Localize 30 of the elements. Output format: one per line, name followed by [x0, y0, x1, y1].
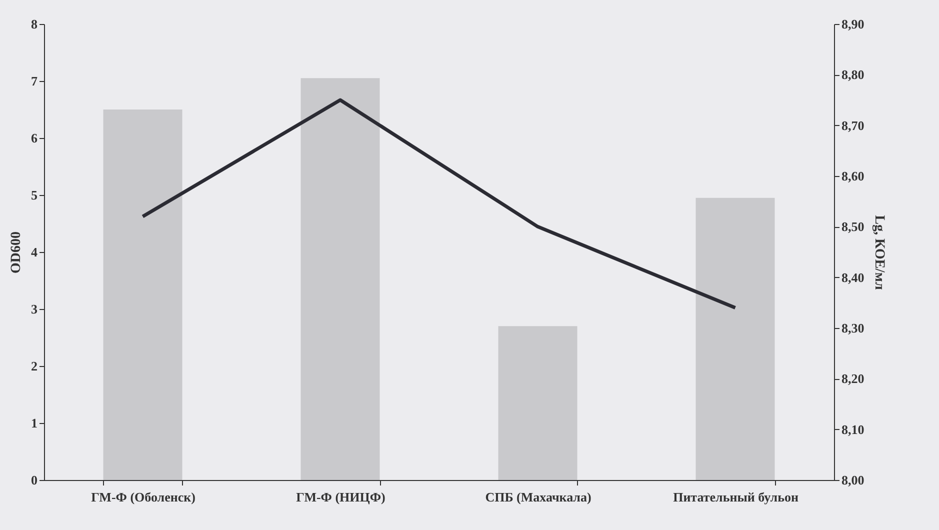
y2-tick-label: 8,20	[842, 371, 864, 386]
bar	[300, 78, 380, 480]
y2-tick-label: 8,00	[842, 472, 864, 488]
bar	[696, 198, 775, 480]
y-tick-label: 3	[31, 302, 38, 316]
y2-axis-title: Lg, КОЕ/мл	[871, 215, 886, 290]
y2-tick-label: 8,90	[842, 16, 864, 32]
y-tick-label: 2	[31, 358, 38, 374]
y-tick-label: 7	[31, 74, 38, 88]
y-tick-label: 6	[31, 130, 38, 146]
line-series	[141, 98, 737, 310]
y2-tick-label: 8,50	[842, 219, 864, 234]
x-tick-label: ГМ-Ф (Оболенск)	[91, 490, 196, 504]
y-tick-label: 0	[31, 472, 38, 488]
y-axis-title: OD600	[9, 232, 24, 274]
y-tick-label: 1	[31, 416, 38, 430]
y-tick-label: 4	[31, 244, 38, 260]
y2-tick-label: 8,10	[842, 422, 864, 437]
y2-tick-label: 8,60	[842, 168, 864, 184]
bar	[103, 110, 182, 480]
bar	[498, 326, 578, 480]
y-tick-label: 8	[31, 16, 38, 32]
x-tick-label: СПБ (Махачкала)	[485, 490, 592, 504]
y2-tick-label: 8,80	[842, 67, 864, 82]
y2-tick-label: 8,70	[842, 118, 864, 133]
x-tick-label: Питательный бульон	[673, 490, 799, 504]
y-tick-label: 5	[31, 188, 38, 202]
y2-tick-label: 8,40	[842, 270, 864, 285]
y2-tick-label: 8,30	[842, 320, 864, 336]
x-tick-label: ГМ-Ф (НИЦФ)	[296, 490, 386, 504]
